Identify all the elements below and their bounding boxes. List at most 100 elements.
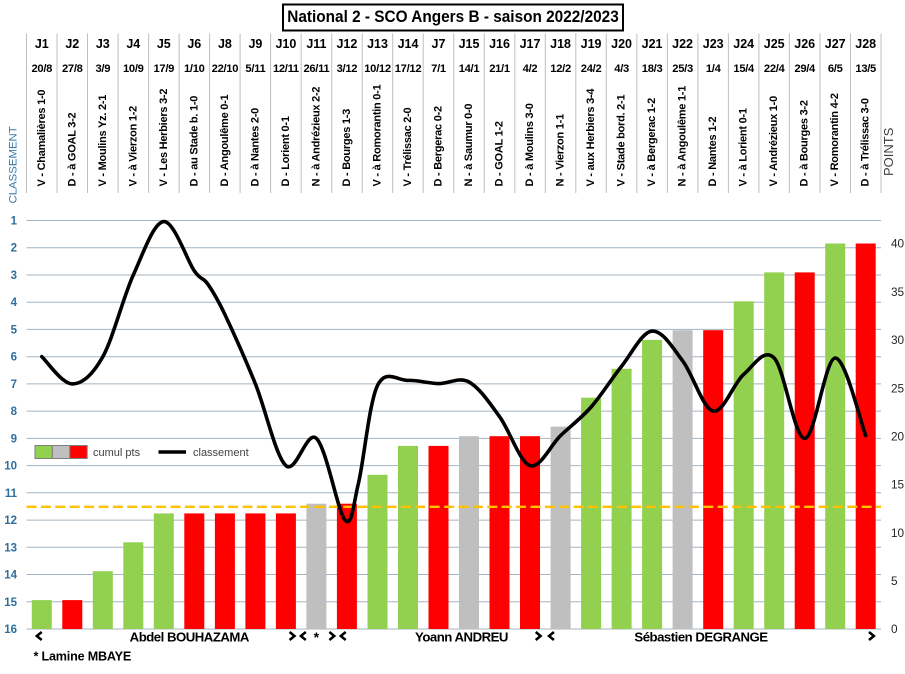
svg-text:V - Moulins Yz. 2-1: V - Moulins Yz. 2-1: [97, 95, 109, 187]
svg-text:J13: J13: [367, 37, 388, 51]
svg-text:V - Andrézieux 1-0: V - Andrézieux 1-0: [768, 96, 780, 187]
svg-text:1/4: 1/4: [706, 63, 722, 75]
svg-text:V - Chamalières 1-0: V - Chamalières 1-0: [36, 90, 48, 187]
svg-text:29/4: 29/4: [794, 63, 816, 75]
svg-text:J4: J4: [126, 37, 140, 51]
svg-text:J2: J2: [65, 37, 79, 51]
svg-text:D - à Nantes 2-0: D - à Nantes 2-0: [249, 108, 261, 187]
svg-text:J23: J23: [703, 37, 724, 51]
svg-text:N - à Saumur 0-0: N - à Saumur 0-0: [463, 104, 475, 187]
svg-text:D - Lorient 0-1: D - Lorient 0-1: [280, 116, 292, 186]
svg-text:30: 30: [891, 333, 905, 347]
svg-text:N - à Angoulême 1-1: N - à Angoulême 1-1: [677, 86, 689, 187]
svg-text:22/4: 22/4: [764, 63, 786, 75]
svg-text:40: 40: [891, 237, 905, 251]
svg-text:7: 7: [11, 379, 17, 391]
svg-text:D - à Bourges 3-2: D - à Bourges 3-2: [799, 100, 811, 186]
svg-text:D - GOAL 1-2: D - GOAL 1-2: [494, 121, 506, 186]
svg-text:CLASSEMENT: CLASSEMENT: [8, 126, 20, 203]
svg-text:26/11: 26/11: [303, 63, 329, 75]
svg-text:J7: J7: [432, 37, 446, 51]
svg-text:V - à Bergerac 1-2: V - à Bergerac 1-2: [646, 98, 658, 187]
svg-text:J20: J20: [611, 37, 632, 51]
svg-text:1: 1: [11, 216, 18, 228]
svg-text:J25: J25: [764, 37, 785, 51]
svg-text:J22: J22: [672, 37, 693, 51]
svg-text:Yoann ANDREU: Yoann ANDREU: [415, 630, 508, 645]
svg-text:J16: J16: [489, 37, 510, 51]
svg-text:V - Romorantin 4-2: V - Romorantin 4-2: [829, 93, 841, 186]
svg-text:18/3: 18/3: [642, 63, 663, 75]
svg-text:8: 8: [11, 406, 18, 418]
svg-text:3: 3: [11, 270, 17, 282]
svg-text:27/8: 27/8: [62, 63, 83, 75]
svg-text:12/2: 12/2: [550, 63, 571, 75]
svg-text:12: 12: [4, 515, 17, 527]
svg-text:J24: J24: [733, 37, 754, 51]
svg-text:15/4: 15/4: [733, 63, 755, 75]
svg-text:N - à Andrézieux 2-2: N - à Andrézieux 2-2: [310, 87, 322, 187]
svg-text:6: 6: [11, 352, 17, 364]
svg-text:J9: J9: [248, 37, 262, 51]
svg-text:J19: J19: [581, 37, 602, 51]
svg-text:D - à GOAL 3-2: D - à GOAL 3-2: [66, 112, 78, 186]
svg-text:11: 11: [5, 488, 18, 500]
svg-text:J5: J5: [157, 37, 171, 51]
svg-text:J6: J6: [187, 37, 201, 51]
svg-text:13: 13: [4, 542, 17, 554]
svg-text:D - à Moulins 3-0: D - à Moulins 3-0: [524, 103, 536, 186]
svg-text:7/1: 7/1: [431, 63, 446, 75]
svg-text:J28: J28: [855, 37, 876, 51]
svg-text:12/11: 12/11: [273, 63, 299, 75]
svg-text:21/1: 21/1: [489, 63, 510, 75]
svg-text:Abdel BOUHAZAMA: Abdel BOUHAZAMA: [130, 630, 250, 645]
svg-text:J17: J17: [520, 37, 541, 51]
svg-text:J12: J12: [336, 37, 357, 51]
svg-text:17/12: 17/12: [395, 63, 422, 75]
svg-text:4/2: 4/2: [523, 63, 538, 75]
svg-text:J11: J11: [306, 37, 326, 51]
svg-text:D - Angoulême 0-1: D - Angoulême 0-1: [219, 94, 231, 186]
svg-text:24/2: 24/2: [581, 63, 602, 75]
svg-text:25: 25: [891, 381, 905, 395]
svg-text:15: 15: [891, 478, 905, 492]
svg-text:N - Vierzon 1-1: N - Vierzon 1-1: [555, 114, 567, 187]
svg-text:D - Bergerac 0-2: D - Bergerac 0-2: [433, 106, 445, 187]
svg-text:D - Bourges 1-3: D - Bourges 1-3: [341, 109, 353, 187]
svg-text:D - à Trélissac 3-0: D - à Trélissac 3-0: [860, 98, 872, 186]
svg-text:2: 2: [11, 243, 17, 255]
svg-text:25/3: 25/3: [672, 63, 693, 75]
svg-text:V - aux Herbiers 3-4: V - aux Herbiers 3-4: [585, 88, 597, 187]
svg-text:J27: J27: [825, 37, 846, 51]
svg-text:D - au Stade b. 1-0: D - au Stade b. 1-0: [188, 96, 200, 187]
svg-text:J3: J3: [96, 37, 110, 51]
svg-text:0: 0: [891, 622, 898, 636]
svg-text:D - Nantes 1-2: D - Nantes 1-2: [707, 117, 719, 187]
svg-text:J26: J26: [794, 37, 815, 51]
svg-text:POINTS: POINTS: [881, 127, 896, 176]
svg-text:3/9: 3/9: [95, 63, 110, 75]
svg-text:V - à Vierzon 1-2: V - à Vierzon 1-2: [127, 106, 139, 187]
svg-text:V - Trélissac 2-0: V - Trélissac 2-0: [402, 107, 414, 186]
svg-text:10/9: 10/9: [123, 63, 144, 75]
svg-text:15: 15: [4, 597, 17, 609]
svg-text:22/10: 22/10: [212, 63, 239, 75]
svg-text:13/5: 13/5: [855, 63, 876, 75]
svg-text:10/12: 10/12: [364, 63, 391, 75]
svg-text:10: 10: [4, 461, 17, 473]
svg-text:4: 4: [11, 297, 18, 309]
svg-text:J15: J15: [459, 37, 480, 51]
svg-text:1/10: 1/10: [184, 63, 205, 75]
svg-text:* Lamine MBAYE: * Lamine MBAYE: [34, 650, 132, 664]
svg-text:20/8: 20/8: [32, 63, 53, 75]
svg-text:10: 10: [891, 526, 905, 540]
svg-text:4/3: 4/3: [614, 63, 629, 75]
svg-text:5/11: 5/11: [245, 63, 265, 75]
svg-text:14: 14: [4, 570, 17, 582]
svg-text:V - Stade bord. 2-1: V - Stade bord. 2-1: [616, 95, 628, 187]
svg-text:16: 16: [4, 624, 17, 636]
svg-text:J10: J10: [275, 37, 296, 51]
svg-text:J14: J14: [398, 37, 419, 51]
svg-text:National 2 - SCO Angers B - sa: National 2 - SCO Angers B - saison 2022/…: [287, 8, 619, 26]
svg-text:J1: J1: [35, 37, 49, 51]
